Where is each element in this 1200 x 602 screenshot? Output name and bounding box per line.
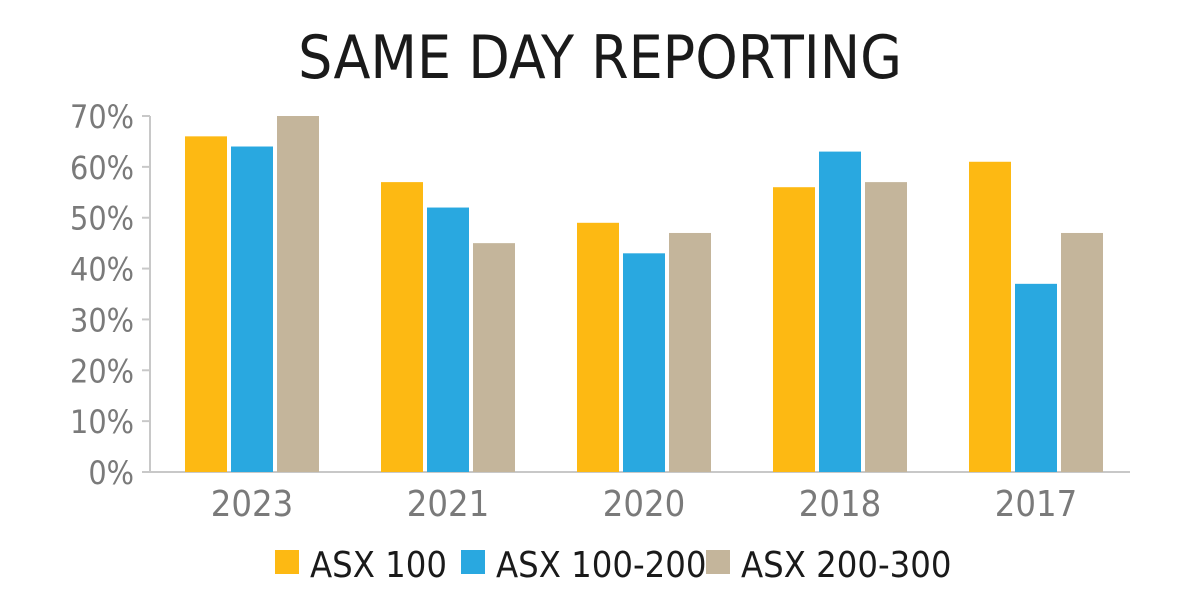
bar-2020-series-1: [577, 222, 619, 472]
bar-2023-series-2: [231, 146, 273, 472]
bar-2017-series-1: [969, 161, 1011, 472]
y-axis-ticks: 0% 10% 20% 30% 40% 50% 60% 70%: [70, 98, 150, 492]
x-tick-label: 2017: [995, 484, 1077, 525]
bar-2021-series-1: [381, 182, 423, 472]
x-axis-labels: 2023 2021 2020 2018 2017: [211, 484, 1077, 525]
bar-2021-series-2: [427, 207, 469, 473]
legend-swatch: [706, 550, 730, 574]
bar-2020-series-2: [623, 253, 665, 472]
legend-swatch: [461, 550, 485, 574]
bar-2017-series-3: [1061, 232, 1103, 472]
x-tick-label: 2018: [799, 484, 881, 525]
x-tick-label: 2021: [407, 484, 489, 525]
x-tick-label: 2023: [211, 484, 293, 525]
bar-2023-series-3: [277, 116, 319, 472]
y-tick-label: 70%: [70, 98, 134, 136]
y-tick-label: 60%: [70, 149, 134, 187]
bar-2017-series-2: [1015, 283, 1057, 472]
bars: [185, 116, 1103, 473]
bar-2021-series-3: [473, 243, 515, 472]
legend-label: ASX 100: [310, 545, 447, 586]
bar-2020-series-3: [669, 232, 711, 472]
bar-2018-series-3: [865, 182, 907, 472]
y-tick-label: 40%: [70, 251, 134, 289]
bar-2023-series-1: [185, 136, 227, 473]
y-tick-label: 20%: [70, 352, 134, 390]
y-tick-label: 0%: [88, 454, 134, 492]
bar-2018-series-2: [819, 151, 861, 472]
y-tick-label: 30%: [70, 301, 134, 339]
bar-2018-series-1: [773, 187, 815, 472]
legend-swatch: [275, 550, 299, 574]
y-tick-label: 10%: [70, 403, 134, 441]
x-tick-label: 2020: [603, 484, 685, 525]
chart-title: SAME DAY REPORTING: [298, 23, 902, 93]
y-tick-label: 50%: [70, 200, 134, 238]
legend: ASX 100 ASX 100-200 ASX 200-300: [275, 545, 951, 586]
legend-label: ASX 200-300: [741, 545, 951, 586]
legend-label: ASX 100-200: [496, 545, 706, 586]
